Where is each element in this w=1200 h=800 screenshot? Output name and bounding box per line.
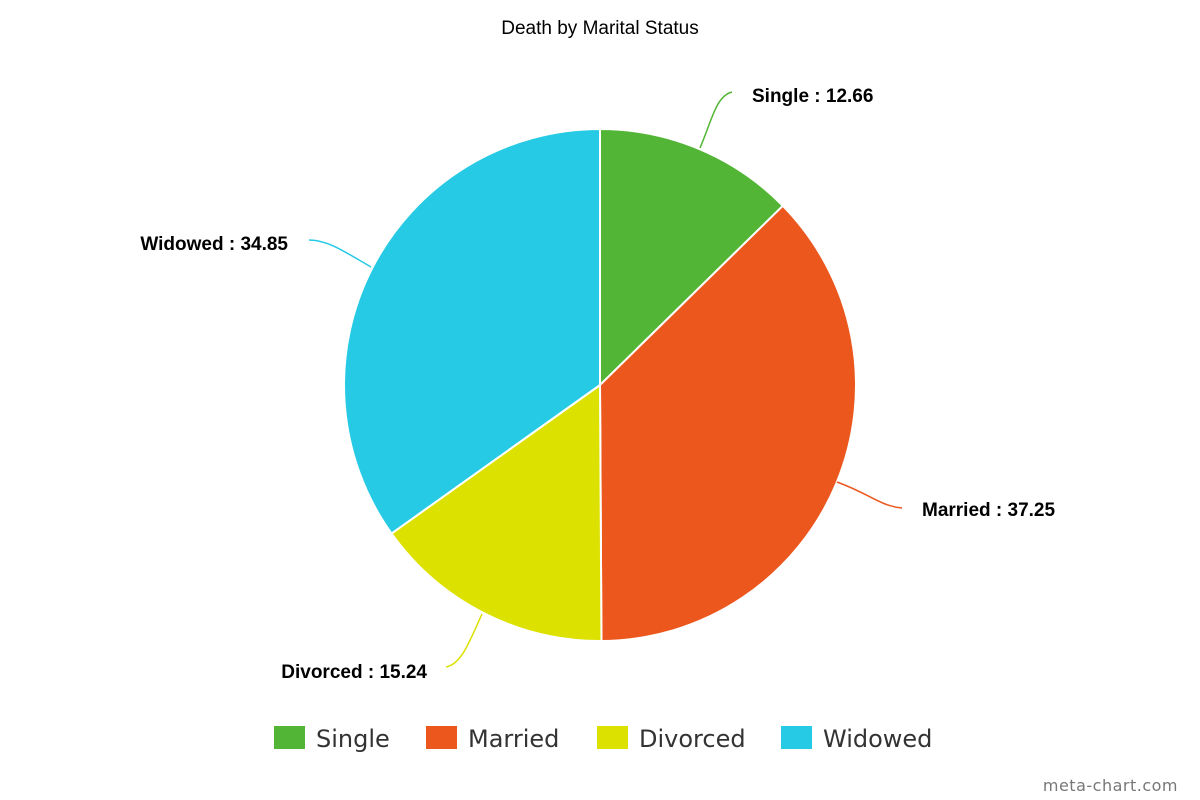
legend-label-married: Married	[468, 725, 559, 753]
leader-line-single	[699, 91, 733, 149]
legend-swatch-married	[426, 726, 457, 749]
legend-label-divorced: Divorced	[639, 725, 746, 753]
slice-label-married: Married : 37.25	[922, 500, 1055, 521]
leader-line-divorced	[445, 613, 483, 668]
legend-label-widowed: Widowed	[823, 725, 932, 753]
legend-swatch-single	[274, 726, 305, 749]
slice-label-divorced: Divorced : 15.24	[281, 662, 427, 683]
watermark: meta-chart.com	[1043, 776, 1178, 795]
pie-slice-widowed	[343, 128, 601, 535]
leader-line-married	[836, 481, 903, 509]
slice-labels: Single : 12.66 Married : 37.25 Divorced : …	[140, 86, 1055, 683]
chart-legend: Single Married Divorced Widowed	[274, 725, 932, 753]
slice-label-widowed: Widowed : 34.85	[140, 234, 288, 255]
pie-slice-divorced	[390, 384, 603, 642]
label-leader-lines	[308, 91, 903, 668]
pie-slices	[343, 128, 857, 642]
legend-swatch-widowed	[781, 726, 812, 749]
leader-line-widowed	[308, 239, 372, 268]
pie-slice-single	[599, 128, 784, 386]
slice-label-single: Single : 12.66	[752, 86, 873, 107]
legend-swatch-divorced	[597, 726, 628, 749]
pie-slice-married	[599, 204, 857, 642]
chart-title: Death by Marital Status	[501, 18, 698, 39]
legend-label-single: Single	[316, 725, 390, 753]
